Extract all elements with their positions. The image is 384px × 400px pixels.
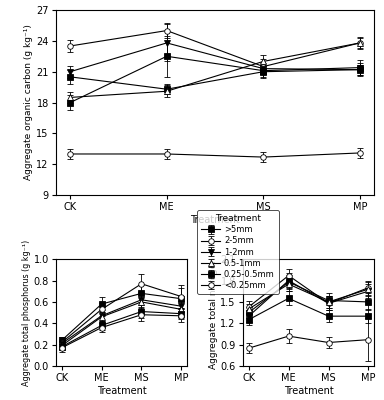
Y-axis label: Aggregate organic carbon (g kg⁻¹): Aggregate organic carbon (g kg⁻¹) [25, 25, 33, 180]
Legend: >5mm, 2-5mm, 1-2mm, 0.5-1mm, 0.25-0.5mm, <0.25mm: >5mm, 2-5mm, 1-2mm, 0.5-1mm, 0.25-0.5mm,… [197, 210, 279, 294]
Y-axis label: Aggregate total nitrogen: Aggregate total nitrogen [209, 257, 218, 369]
X-axis label: Treatment: Treatment [190, 215, 240, 225]
X-axis label: Treatment: Treatment [284, 386, 333, 396]
X-axis label: Treatment: Treatment [97, 386, 146, 396]
Y-axis label: Aggregate total phosphorus (g kg⁻¹): Aggregate total phosphorus (g kg⁻¹) [22, 240, 31, 386]
